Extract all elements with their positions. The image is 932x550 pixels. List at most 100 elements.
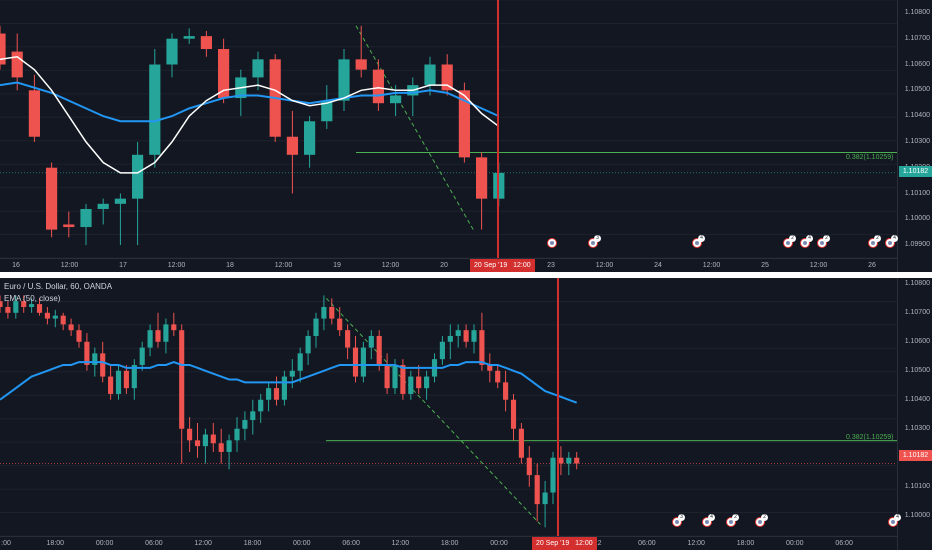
candle [13,295,19,319]
price-axis-bottom[interactable]: 1.10800 1.10700 1.10600 1.10500 1.10400 1.103… [897,278,932,550]
candlestick-chart-top[interactable] [0,0,898,258]
candle-body [46,167,58,230]
price-tick-label: 1.10800 [904,8,930,16]
candle-body [250,411,256,421]
trend-line[interactable] [355,25,476,233]
candle-body [68,324,74,331]
candle [495,364,501,389]
candle [273,376,280,406]
candle-body [518,428,524,458]
candle [368,330,374,360]
us-flag-icon[interactable]: 2 [868,235,881,248]
event-dot [803,241,807,245]
candle-body [495,370,501,383]
candle-body [266,388,272,400]
candle-body [179,330,185,429]
candle-body [337,318,343,331]
ema-line[interactable] [0,81,500,123]
candle-body [84,341,90,365]
time-tick-label: 06:00 [638,540,656,547]
candle-body [139,347,145,365]
event-dot [705,520,709,524]
event-dot [729,520,733,524]
ema-line[interactable] [0,361,578,404]
us-flag-icon[interactable]: 2 [755,514,768,527]
candle-body [558,457,564,464]
candle [132,141,144,246]
candle-body [321,100,333,122]
price-tick-label: 1.10100 [904,189,930,197]
chart-pane-top[interactable]: 0.382(1.10259) 1.10800 1.10700 1.10600 1.10… [0,0,932,272]
time-tick-label: 00:00 [95,540,114,547]
time-axis-bottom[interactable]: :00 18:00 00:00 06:00 12:00 18:00 00:00 06:00 12… [0,536,898,550]
chart-pane-bottom[interactable]: Euro / U.S. Dollar, 60, OANDA EMA (50, c… [0,278,932,550]
globe-icon[interactable] [547,238,557,248]
price-tick-label: 1.10400 [904,112,930,120]
candle-body [447,335,453,342]
symbol-title[interactable]: Euro / U.S. Dollar, 60, OANDA [4,282,113,291]
indicator-legend[interactable]: EMA (50, close) [4,294,61,303]
candle [510,393,517,441]
event-count-badge: 3 [594,235,601,242]
candle-body [338,59,350,101]
us-flag-icon[interactable]: 2 [726,514,739,527]
candle-body [360,347,366,377]
candle-body [52,315,58,319]
candle [187,417,193,452]
candle-body [123,370,129,389]
candle-body [566,457,572,464]
ma-line[interactable] [0,55,500,174]
us-flag-icon[interactable]: 4 [885,235,898,248]
time-tick-label: 17 [119,262,127,269]
candle-body [304,121,316,155]
time-tick-label: 18:00 [736,540,755,547]
us-flag-icon[interactable]: 2 [817,235,830,248]
candle [258,393,264,423]
candle [218,38,230,104]
time-tick-label: 20 [440,262,448,269]
us-flag-icon[interactable]: 4 [888,514,901,527]
candle [458,82,470,163]
candle-body [108,376,114,394]
us-flag-icon[interactable]: 3 [672,514,685,527]
candle-body [171,324,177,331]
candle [476,152,488,230]
candle [455,324,461,348]
event-dot [891,520,895,524]
candle-body [392,364,398,389]
candle-body [503,382,509,400]
candle [542,480,548,528]
trend-line[interactable] [325,297,541,525]
time-tick-label: 12:00 [702,262,721,269]
candle [52,309,58,328]
time-tick-label: 16 [12,262,20,269]
us-flag-icon[interactable]: 4 [800,235,813,248]
candle [566,451,572,476]
us-flag-icon[interactable]: 3 [588,235,601,248]
candle [218,428,224,464]
candle-body [21,301,27,307]
candle [194,422,201,458]
candlestick-chart-bottom[interactable] [0,278,898,536]
pane-divider[interactable] [0,272,932,278]
candle-body [258,399,264,412]
price-tick-label: 1.10600 [904,337,930,345]
time-axis-top[interactable]: 16 12:00 17 12:00 18 12:00 19 12:00 20 12:00 23 12:… [0,258,898,272]
us-flag-icon[interactable]: 4 [702,514,715,527]
time-tick-label: 18:00 [243,540,262,547]
price-axis-top[interactable]: 1.10800 1.10700 1.10600 1.10500 1.10400 1.103… [897,0,932,272]
candle-body [36,304,43,313]
candle-body [471,330,477,342]
time-tick-label: 18:00 [440,540,459,547]
time-tick-label: 12:00 [381,262,400,269]
price-tick-label: 1.10500 [904,366,930,374]
candle-body [424,376,430,389]
candle [200,30,212,57]
us-flag-icon[interactable]: 4 [692,235,705,248]
candle [0,295,3,313]
candle [76,324,82,348]
time-tick-label: 00:00 [490,540,508,547]
candle [352,335,359,383]
us-flag-icon[interactable]: 2 [783,235,796,248]
candle-body [218,49,230,99]
